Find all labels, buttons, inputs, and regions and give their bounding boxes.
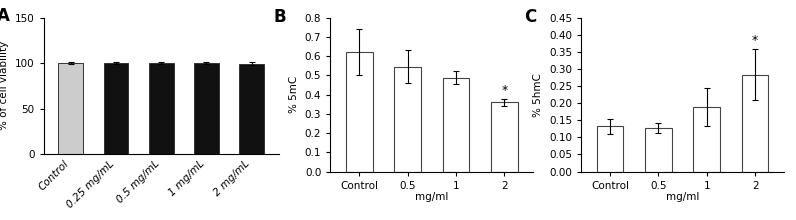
X-axis label: mg/ml: mg/ml	[666, 192, 699, 202]
Bar	[491, 102, 517, 172]
Bar	[194, 63, 219, 154]
Bar	[346, 52, 373, 172]
Y-axis label: % of cell viability: % of cell viability	[0, 41, 10, 130]
Bar	[394, 67, 421, 172]
Bar	[645, 128, 672, 172]
Text: B: B	[274, 8, 286, 26]
Bar	[693, 107, 720, 172]
Text: *: *	[501, 84, 507, 97]
Bar	[742, 75, 768, 172]
Y-axis label: % 5hmC: % 5hmC	[533, 73, 544, 117]
X-axis label: mg/ml: mg/ml	[416, 192, 448, 202]
Text: A: A	[0, 7, 10, 25]
Text: *: *	[752, 34, 758, 47]
Bar	[58, 63, 84, 154]
Bar	[103, 63, 128, 154]
Bar	[443, 78, 470, 172]
Bar	[149, 63, 174, 154]
Y-axis label: % 5mC: % 5mC	[289, 76, 299, 113]
Bar	[597, 126, 623, 172]
Bar	[239, 64, 264, 154]
Text: C: C	[525, 8, 537, 26]
